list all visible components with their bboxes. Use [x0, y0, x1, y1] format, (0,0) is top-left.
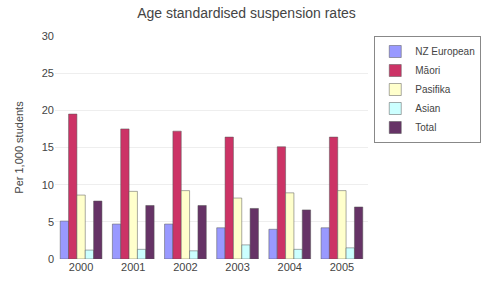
svg-text:2004: 2004	[278, 261, 302, 273]
svg-text:Total: Total	[415, 122, 436, 133]
svg-text:Pasifika: Pasifika	[415, 84, 450, 95]
svg-text:20: 20	[42, 104, 54, 116]
svg-text:2005: 2005	[330, 261, 354, 273]
svg-text:2002: 2002	[173, 261, 197, 273]
svg-text:2001: 2001	[121, 261, 145, 273]
svg-text:5: 5	[48, 216, 54, 228]
svg-text:Age standardised suspension ra: Age standardised suspension rates	[137, 5, 356, 21]
svg-text:25: 25	[42, 67, 54, 79]
svg-text:2003: 2003	[225, 261, 249, 273]
svg-text:2000: 2000	[69, 261, 93, 273]
svg-text:0: 0	[48, 253, 54, 265]
svg-text:Per 1,000 students: Per 1,000 students	[13, 101, 25, 194]
svg-text:Asian: Asian	[415, 103, 440, 114]
svg-text:30: 30	[42, 30, 54, 42]
svg-text:10: 10	[42, 179, 54, 191]
svg-text:Māori: Māori	[415, 65, 440, 76]
svg-text:NZ European: NZ European	[415, 46, 474, 57]
svg-text:15: 15	[42, 141, 54, 153]
